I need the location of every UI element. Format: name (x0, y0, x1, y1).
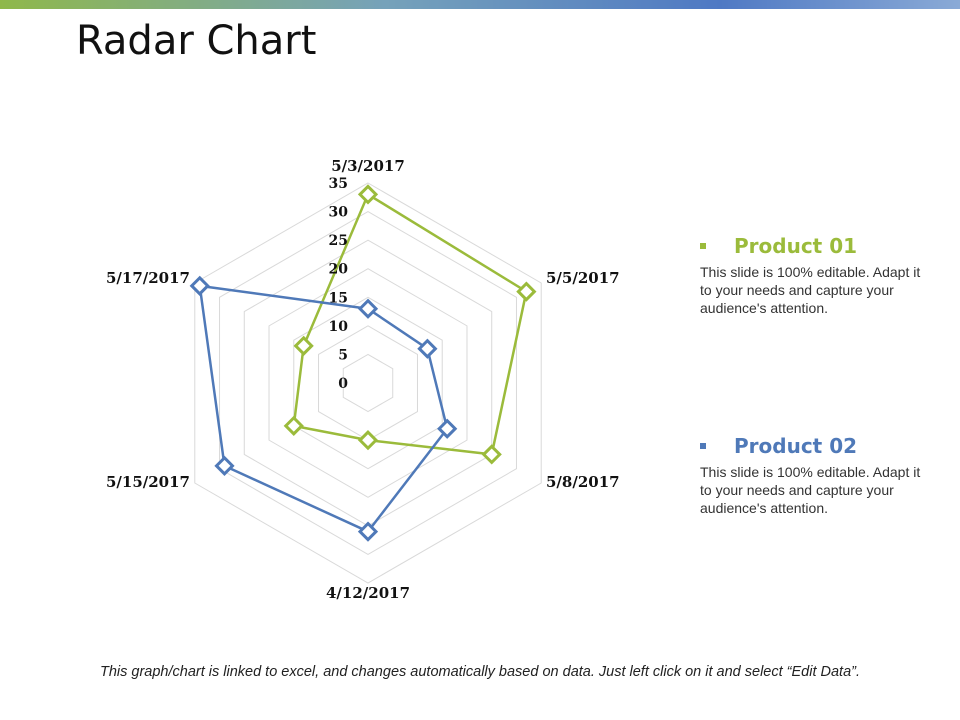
category-label: 5/15/2017 (106, 473, 190, 491)
grid-ring (243, 239, 493, 527)
legend-description-product-02: This slide is 100% editable. Adapt it to… (700, 464, 921, 516)
grid-ring (268, 268, 468, 498)
data-point-2-2 (417, 338, 438, 359)
radial-tick-label: 30 (329, 205, 349, 221)
data-point-1-3 (481, 444, 502, 465)
legend-description-product-01: This slide is 100% editable. Adapt it to… (700, 264, 921, 316)
top-accent-bar (0, 0, 960, 9)
radial-tick-label: 5 (338, 347, 348, 363)
radial-tick-label: 0 (338, 376, 348, 392)
category-label: 5/3/2017 (331, 157, 405, 175)
radial-tick-label: 10 (329, 319, 349, 335)
data-point-1-4 (357, 430, 379, 451)
data-point-1-5 (283, 415, 304, 436)
category-label: 5/17/2017 (106, 269, 190, 287)
footer-note: This graph/chart is linked to excel, and… (99, 664, 861, 680)
radial-tick-label: 25 (329, 233, 348, 249)
data-point-2-3 (437, 418, 458, 439)
data-point-2-6 (189, 275, 210, 296)
grid-ring (318, 325, 418, 441)
radial-tick-label: 20 (329, 262, 349, 278)
category-label: 4/12/2017 (326, 584, 410, 602)
legend-name-product-01: Product 01 (734, 234, 858, 258)
page-title: Radar Chart (76, 18, 317, 64)
data-point-1-1 (357, 184, 379, 205)
category-label: 5/8/2017 (546, 473, 620, 491)
legend-bullet-product-02 (700, 443, 706, 449)
data-point-2-5 (214, 455, 235, 476)
category-label: 5/5/2017 (546, 269, 620, 287)
grid-ring (219, 210, 517, 556)
grid-ring (293, 296, 443, 470)
radar-labels: 0 5 10 15 20 25 30 355/3/2017 5/5/2017 5/8/2017 4/… (106, 157, 620, 602)
legend-bullet-product-01 (700, 243, 706, 249)
radar-series (189, 184, 537, 542)
data-point-1-2 (516, 281, 537, 302)
legend-item-product-02: Product 02 This slide is 100% editable. … (700, 434, 930, 517)
grid-ring (342, 353, 394, 413)
legend-name-product-02: Product 02 (734, 434, 858, 458)
radial-tick-label: 35 (329, 176, 348, 192)
radial-tick-label: 15 (329, 290, 348, 306)
data-point-1-6 (293, 335, 314, 356)
data-point-2-4 (357, 521, 379, 542)
legend-item-product-01: Product 01 This slide is 100% editable. … (700, 234, 930, 317)
data-point-2-1 (357, 298, 379, 319)
